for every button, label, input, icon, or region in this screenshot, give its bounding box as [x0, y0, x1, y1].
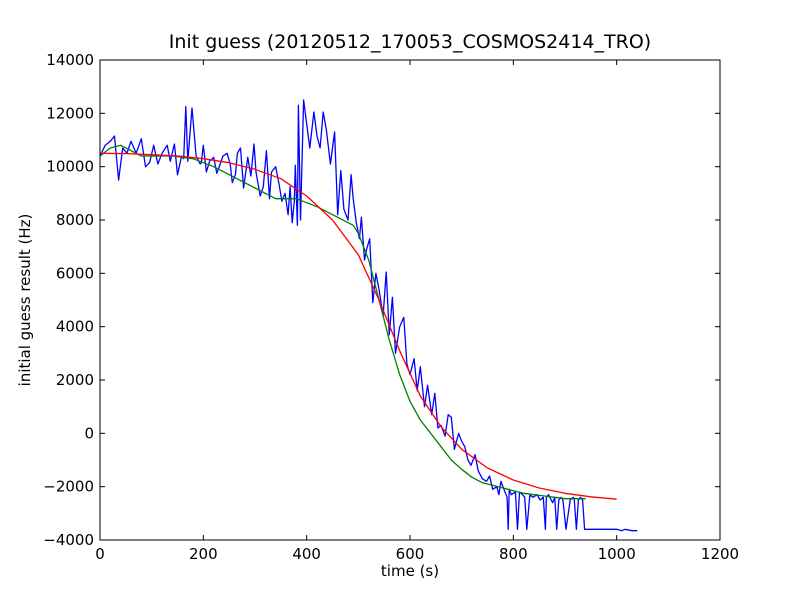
x-axis-label: time (s) [381, 562, 439, 580]
x-tick-label: 0 [95, 545, 105, 563]
y-tick-label: 12000 [46, 104, 94, 122]
x-tick-label: 200 [189, 545, 218, 563]
y-tick-label: 14000 [46, 51, 94, 69]
plot-area [100, 60, 720, 540]
chart-title: Init guess (20120512_170053_COSMOS2414_T… [169, 31, 651, 53]
plot-frame [99, 59, 721, 541]
x-tick-label: 600 [396, 545, 425, 563]
ticks-layer: 0 200 400 600 800 1000 1200 −4000 −2000 0 2000 4000… [43, 51, 739, 563]
y-tick-label: −2000 [43, 478, 94, 496]
series-layer [99, 99, 638, 532]
y-tick-label: 2000 [56, 371, 94, 389]
x-tick-label: 800 [499, 545, 528, 563]
y-tick-label: 10000 [46, 158, 94, 176]
y-tick-label: 4000 [56, 318, 94, 336]
y-tick-label: −4000 [43, 531, 94, 549]
series-line-2 [99, 144, 586, 500]
y-tick-label: 6000 [56, 264, 94, 282]
y-tick-label: 0 [84, 424, 94, 442]
y-axis-label: initial guess result (Hz) [16, 214, 34, 387]
y-tick-label: 8000 [56, 211, 94, 229]
x-tick-label: 1000 [598, 545, 636, 563]
x-tick-label: 1200 [701, 545, 739, 563]
x-tick-label: 400 [292, 545, 321, 563]
series-line-3 [99, 152, 617, 500]
